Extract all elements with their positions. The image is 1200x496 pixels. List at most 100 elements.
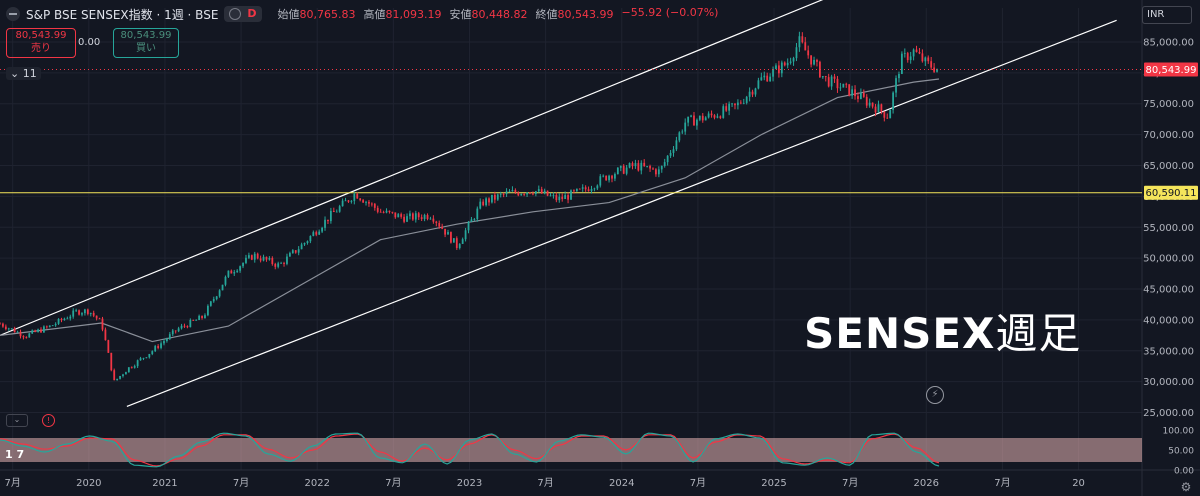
candle	[605, 175, 608, 181]
candle-body	[78, 310, 80, 315]
candle	[277, 261, 280, 269]
symbol-title[interactable]: S&P BSE SENSEX指数 · 1週 · BSE	[26, 7, 219, 22]
candle	[10, 328, 13, 330]
candle	[136, 359, 139, 368]
candle	[66, 316, 69, 320]
candle-body	[575, 188, 578, 192]
candle	[602, 174, 605, 178]
candle	[312, 230, 315, 237]
x-tick-label: 2020	[76, 478, 101, 489]
candle-body	[505, 191, 508, 195]
price-axis[interactable]: 25,000.00 30,000.00 35,000.00 40,000.00 45,0…	[0, 37, 1198, 477]
candle	[476, 206, 479, 222]
candle	[655, 168, 657, 177]
candle-body	[898, 73, 900, 79]
candle	[578, 188, 581, 190]
bolt-icon[interactable]: ⚡	[926, 386, 944, 404]
candle	[728, 101, 731, 116]
candle-body	[376, 207, 379, 212]
candle	[2, 322, 4, 328]
candle	[704, 116, 707, 121]
candle-body	[739, 102, 742, 104]
candle-body	[801, 36, 804, 43]
candle-body	[821, 76, 824, 78]
candle-body	[877, 104, 880, 113]
candle	[742, 98, 745, 105]
candle	[7, 327, 10, 331]
candle-body	[84, 309, 86, 314]
candle-body	[86, 309, 89, 314]
candle-body	[833, 76, 836, 79]
gear-icon[interactable]: ⚙	[1180, 480, 1192, 494]
candle-body	[163, 341, 165, 344]
candle	[628, 162, 631, 169]
osc-y-tick: 0.00	[1174, 467, 1194, 477]
candle	[43, 325, 45, 333]
candle	[909, 51, 912, 64]
candle-body	[857, 96, 859, 99]
y-tick-label: 40,000.00	[1143, 315, 1194, 326]
candle	[877, 100, 880, 113]
trend-channel	[0, 0, 1117, 407]
candle-body	[672, 149, 675, 153]
candle	[373, 202, 376, 211]
candle-body	[719, 116, 722, 118]
candle-body	[772, 68, 774, 77]
candle	[657, 166, 660, 178]
candle-body	[795, 47, 798, 59]
candle	[722, 104, 725, 119]
candle-body	[69, 316, 72, 319]
alert-icon[interactable]: !	[42, 414, 55, 427]
candle-body	[526, 192, 528, 195]
ohlc-low: 安値80,448.82	[449, 8, 528, 21]
candle-body	[394, 212, 397, 218]
candle-body	[274, 263, 277, 267]
candle	[60, 317, 63, 323]
candle-body	[701, 115, 704, 121]
hline-price-tag: 60,590.11	[1146, 188, 1197, 199]
candle-body	[145, 357, 148, 359]
candle-body	[816, 59, 818, 62]
candle-body	[628, 163, 631, 168]
candle	[168, 332, 171, 341]
candle-body	[467, 222, 470, 231]
candle-body	[125, 372, 127, 375]
visibility-toggle[interactable]: D	[224, 6, 262, 22]
candle-body	[824, 76, 827, 78]
buy-button[interactable]: 80,543.99 買い	[113, 28, 179, 58]
candle-body	[570, 190, 572, 200]
candle-body	[807, 50, 810, 56]
candle-body	[924, 57, 927, 62]
time-axis[interactable]: 7月 2020 2021 7月 2022 7月 2023 7月 2024 7月 2025 7月 2026…	[5, 477, 1085, 489]
candle-body	[122, 374, 124, 377]
candle	[379, 208, 382, 213]
currency-selector[interactable]: INR	[1142, 6, 1192, 24]
candle	[438, 220, 441, 229]
stochastic-pane: 1 7	[0, 432, 1142, 468]
candle	[558, 193, 561, 203]
candle	[54, 322, 57, 327]
candle-body	[63, 318, 66, 321]
candle-body	[245, 257, 247, 263]
candle	[183, 323, 186, 328]
candle-body	[502, 193, 505, 195]
candle-body	[458, 243, 461, 248]
candle	[250, 254, 253, 261]
candle	[710, 110, 713, 118]
candle-body	[757, 80, 760, 89]
candle-body	[909, 56, 912, 61]
candle-body	[514, 190, 517, 193]
candle-body	[710, 113, 713, 116]
candle-body	[684, 122, 687, 132]
candle	[751, 89, 754, 98]
collapse-legend-button[interactable]: ⌄ 11	[6, 67, 41, 80]
candle-body	[523, 194, 526, 195]
pane-collapse-button[interactable]: ⌄	[6, 414, 28, 427]
candle	[763, 71, 766, 81]
candle	[906, 51, 909, 63]
candle	[34, 329, 37, 333]
sell-button[interactable]: 80,543.99 売り	[6, 28, 76, 58]
candle	[347, 199, 350, 203]
channel-lower	[126, 19, 1117, 407]
